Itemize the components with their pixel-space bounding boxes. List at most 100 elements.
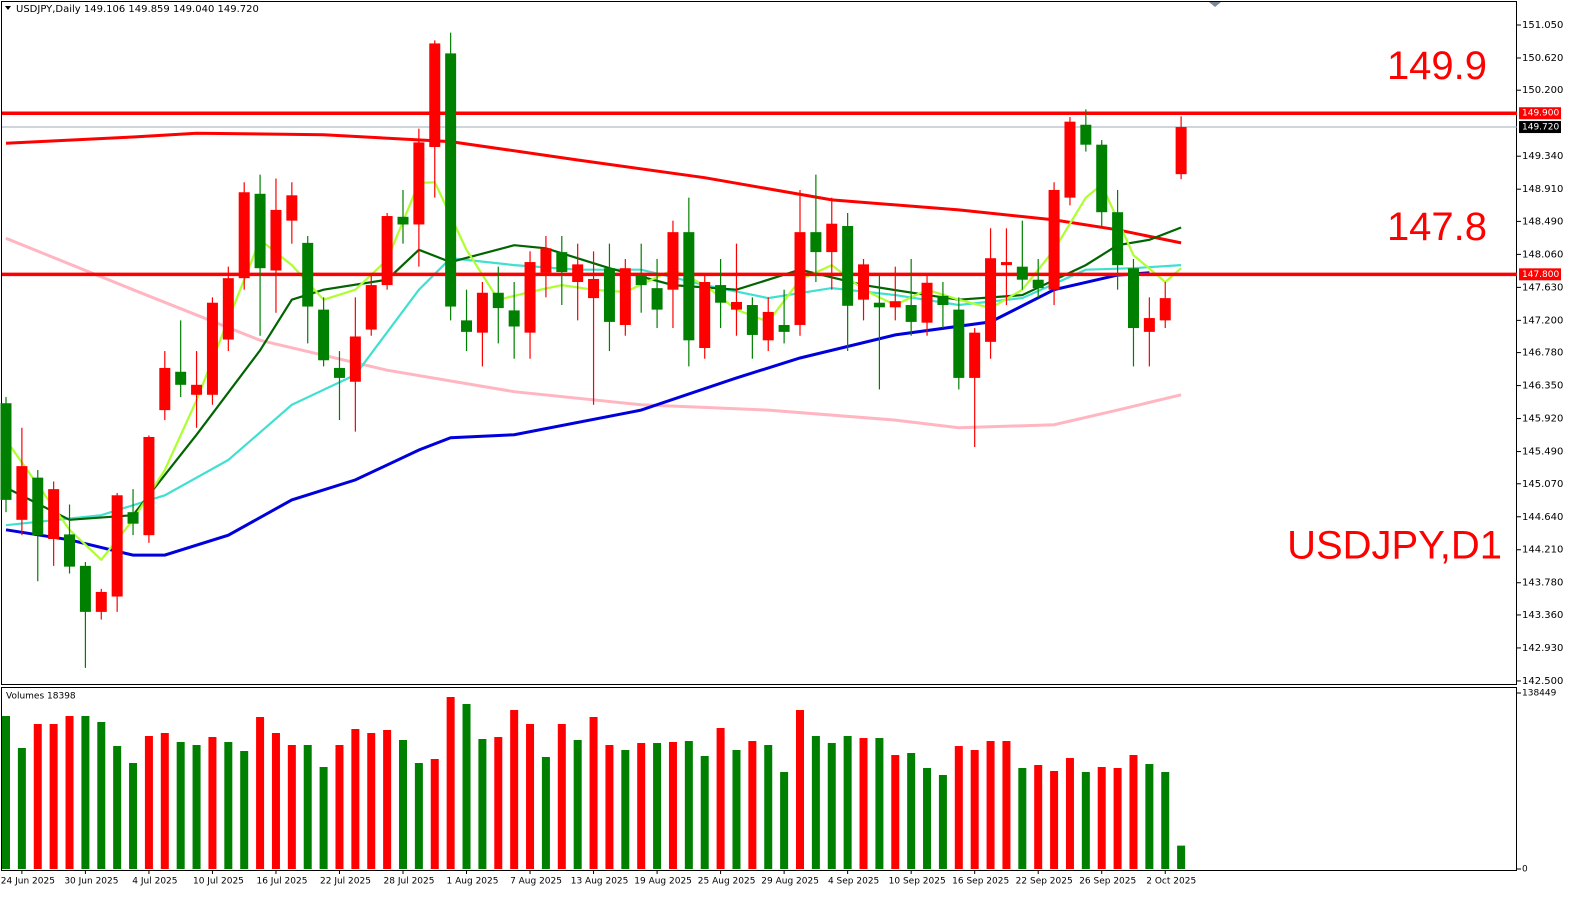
x-tick-label: 13 Aug 2025 bbox=[571, 877, 629, 887]
volume-bar bbox=[367, 733, 376, 869]
volume-bar bbox=[176, 742, 185, 869]
volume-bar bbox=[240, 751, 249, 869]
volume-bar bbox=[319, 767, 328, 869]
y-tick-label: 145.490 bbox=[1522, 447, 1563, 458]
volume-bar bbox=[668, 742, 677, 869]
x-tick-label: 4 Jul 2025 bbox=[132, 877, 177, 887]
candle-body bbox=[429, 43, 441, 147]
volume-bar bbox=[732, 750, 741, 869]
volume-bar bbox=[748, 741, 757, 869]
candle-body bbox=[397, 216, 409, 225]
candle-body bbox=[365, 285, 377, 330]
candle-body bbox=[905, 305, 917, 322]
candle-body bbox=[794, 232, 806, 325]
candle-body bbox=[683, 232, 695, 341]
x-tick-label: 10 Sep 2025 bbox=[889, 877, 946, 887]
menu-icon bbox=[5, 6, 11, 10]
candle-body bbox=[191, 384, 203, 395]
volume-bar bbox=[526, 724, 535, 869]
x-tick-label: 10 Jul 2025 bbox=[193, 877, 244, 887]
volume-bar bbox=[716, 728, 725, 869]
volume-bar bbox=[271, 733, 280, 869]
ma-line bbox=[5, 236, 1182, 430]
candle-body bbox=[826, 223, 838, 253]
volume-bar bbox=[1129, 755, 1138, 869]
y-tick-label: 143.780 bbox=[1522, 578, 1563, 589]
x-tick-label: 25 Aug 2025 bbox=[698, 877, 756, 887]
volume-bar bbox=[843, 736, 852, 869]
candle-body bbox=[302, 242, 314, 307]
volume-bar bbox=[383, 730, 392, 869]
volume-bar bbox=[1002, 741, 1011, 869]
volume-bar bbox=[113, 746, 122, 869]
y-tick-label: 148.060 bbox=[1522, 249, 1563, 260]
candle-body bbox=[111, 495, 123, 597]
volume-bar bbox=[764, 745, 773, 869]
candle-body bbox=[921, 282, 933, 323]
x-tick-label: 22 Sep 2025 bbox=[1016, 877, 1073, 887]
candle-body bbox=[95, 591, 107, 612]
volume-tick-label: 0 bbox=[1522, 865, 1528, 875]
volume-bar bbox=[986, 741, 995, 869]
candle-body bbox=[270, 209, 282, 271]
candle-body bbox=[746, 305, 758, 335]
volume-bar bbox=[65, 716, 74, 869]
volume-bar bbox=[192, 745, 201, 869]
x-tick-label: 22 Jul 2025 bbox=[320, 877, 371, 887]
x-tick-label: 24 Jun 2025 bbox=[1, 877, 55, 887]
candle-body bbox=[79, 565, 91, 612]
volume-bar bbox=[859, 738, 868, 869]
candle-body bbox=[206, 302, 218, 395]
x-tick-label: 4 Sep 2025 bbox=[828, 877, 879, 887]
candle-body bbox=[873, 302, 885, 308]
y-tick-label: 142.500 bbox=[1522, 676, 1563, 687]
candle-body bbox=[1080, 124, 1092, 145]
y-tick-label: 145.920 bbox=[1522, 414, 1563, 425]
candle-body bbox=[16, 466, 28, 520]
candle-body bbox=[143, 436, 155, 536]
candle-body bbox=[476, 292, 488, 333]
candle-body bbox=[699, 282, 711, 348]
volume-bar bbox=[1097, 767, 1106, 869]
candle-body bbox=[572, 264, 584, 283]
price-panel bbox=[1, 1, 1517, 685]
candle-body bbox=[540, 248, 552, 273]
candle-body bbox=[381, 216, 393, 286]
volume-bar bbox=[208, 737, 217, 869]
volume-bar bbox=[954, 746, 963, 869]
candle-body bbox=[1000, 262, 1012, 266]
candle-body bbox=[175, 371, 187, 385]
x-tick-label: 16 Sep 2025 bbox=[952, 877, 1009, 887]
volume-bar bbox=[938, 775, 947, 869]
volume-bar bbox=[557, 724, 566, 869]
x-tick-label: 2 Oct 2025 bbox=[1146, 877, 1196, 887]
candle-body bbox=[603, 268, 615, 322]
candle-body bbox=[858, 264, 870, 300]
x-tick-label: 19 Aug 2025 bbox=[634, 877, 692, 887]
volume-bar bbox=[399, 740, 407, 869]
candle-body bbox=[1127, 268, 1139, 329]
candle-body bbox=[318, 309, 330, 361]
volume-bar bbox=[970, 750, 979, 869]
volume-bar bbox=[589, 717, 598, 869]
candle-body bbox=[762, 311, 774, 341]
y-tick-label: 144.640 bbox=[1522, 512, 1563, 523]
volume-bar bbox=[351, 729, 360, 869]
annotation: USDJPY,D1 bbox=[1287, 524, 1502, 568]
candle-body bbox=[508, 310, 520, 327]
candle-body bbox=[969, 332, 981, 378]
candle-body bbox=[1112, 212, 1124, 266]
price-badge bbox=[1519, 268, 1561, 281]
candle-body bbox=[619, 268, 631, 325]
candle-body bbox=[48, 489, 60, 540]
y-tick-label: 145.070 bbox=[1522, 479, 1563, 490]
volume-bar bbox=[1034, 765, 1043, 869]
chart-title: USDJPY,Daily 149.106 149.859 149.040 149… bbox=[16, 4, 259, 15]
candle-body bbox=[937, 295, 949, 306]
volume-panel bbox=[1, 687, 1517, 871]
volume-bar bbox=[684, 741, 693, 869]
volume-bar bbox=[510, 710, 519, 869]
volume-bar bbox=[1113, 768, 1122, 869]
candle-body bbox=[238, 192, 250, 279]
